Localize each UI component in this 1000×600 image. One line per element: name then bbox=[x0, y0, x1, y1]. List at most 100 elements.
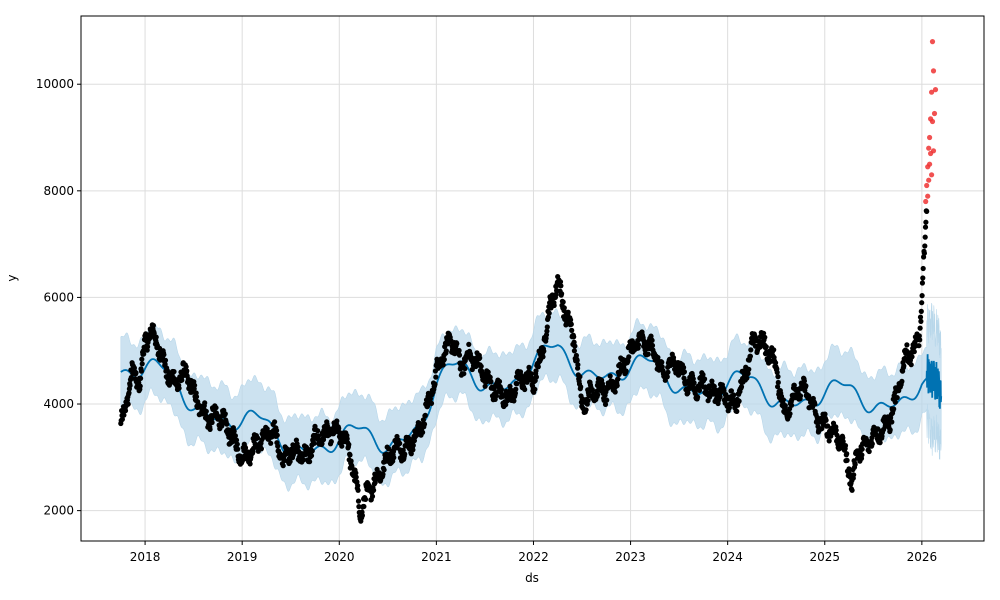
observed-point bbox=[922, 224, 929, 230]
observed-point bbox=[309, 448, 315, 454]
observed-point bbox=[528, 371, 534, 377]
observed-point bbox=[274, 427, 280, 434]
observed-point bbox=[362, 496, 369, 502]
y-tick-label: 8000 bbox=[43, 184, 74, 198]
observed-point bbox=[219, 421, 225, 427]
observed-point bbox=[320, 437, 327, 443]
observed-point bbox=[702, 376, 708, 382]
observed-point bbox=[391, 455, 397, 461]
observed-point bbox=[664, 374, 670, 380]
outlier-point bbox=[929, 89, 935, 95]
observed-point bbox=[171, 369, 177, 375]
observed-point bbox=[511, 398, 517, 404]
observed-point bbox=[736, 398, 742, 404]
observed-point bbox=[137, 383, 143, 389]
observed-point bbox=[258, 446, 264, 452]
observed-point bbox=[917, 325, 923, 331]
observed-point bbox=[586, 393, 592, 399]
observed-point bbox=[533, 374, 540, 380]
observed-point bbox=[203, 408, 209, 414]
observed-point bbox=[780, 397, 787, 403]
observed-point bbox=[133, 370, 139, 376]
observed-point bbox=[353, 474, 359, 480]
observed-point bbox=[193, 390, 199, 396]
observed-point bbox=[518, 372, 524, 378]
observed-point bbox=[162, 357, 169, 363]
observed-point bbox=[462, 366, 468, 372]
observed-point bbox=[514, 381, 520, 387]
x-axis-label: ds bbox=[525, 571, 539, 585]
observed-point bbox=[179, 377, 185, 383]
observed-point bbox=[355, 498, 362, 504]
observed-point bbox=[315, 433, 322, 439]
observed-point bbox=[235, 446, 241, 452]
outlier-point bbox=[927, 134, 933, 141]
plot-frame bbox=[80, 15, 985, 542]
observed-point bbox=[844, 451, 850, 457]
observed-point bbox=[361, 503, 367, 510]
observed-point bbox=[908, 362, 914, 368]
observed-point bbox=[859, 446, 865, 452]
observed-point bbox=[264, 426, 270, 432]
observed-point bbox=[161, 352, 167, 358]
observed-point bbox=[775, 374, 781, 380]
observed-point bbox=[232, 433, 238, 439]
observed-point bbox=[427, 396, 433, 402]
observed-point bbox=[901, 363, 907, 369]
observed-point bbox=[274, 432, 280, 438]
observed-point bbox=[846, 466, 852, 472]
observed-point bbox=[222, 411, 228, 417]
observed-point bbox=[153, 334, 159, 340]
observed-point bbox=[544, 328, 550, 334]
observed-point bbox=[649, 337, 655, 343]
observed-point bbox=[578, 384, 584, 390]
observed-point bbox=[635, 342, 642, 348]
x-axis: 2018 2019 2020 2021 2022 2023 2024 2025 2026 bbox=[130, 541, 937, 564]
observed-point bbox=[513, 386, 519, 392]
x-tick-label: 2020 bbox=[324, 550, 355, 564]
observed-point bbox=[659, 359, 665, 365]
observed-point bbox=[541, 348, 547, 354]
observed-point bbox=[731, 392, 737, 398]
observed-point bbox=[410, 447, 416, 453]
observed-point bbox=[833, 427, 839, 433]
observed-point bbox=[381, 467, 387, 473]
observed-point bbox=[568, 317, 574, 323]
observed-point bbox=[553, 291, 559, 297]
observed-point bbox=[141, 351, 147, 357]
observed-point bbox=[410, 442, 416, 448]
observed-point bbox=[482, 383, 488, 389]
observed-point bbox=[126, 390, 132, 396]
observed-point bbox=[583, 407, 589, 413]
observed-point bbox=[522, 386, 528, 393]
outlier-point bbox=[926, 177, 932, 183]
outlier-point bbox=[928, 150, 934, 157]
observed-point bbox=[685, 390, 691, 396]
observed-point bbox=[512, 390, 519, 396]
observed-point bbox=[920, 275, 926, 281]
y-tick-label: 4000 bbox=[43, 397, 74, 411]
observed-point bbox=[545, 314, 552, 320]
observed-point bbox=[546, 310, 552, 316]
observed-point bbox=[774, 369, 780, 375]
observed-point bbox=[121, 412, 127, 418]
observed-point bbox=[665, 369, 671, 375]
observed-point bbox=[183, 364, 189, 370]
observed-point bbox=[328, 439, 334, 445]
outlier-points-layer bbox=[923, 39, 939, 205]
observed-point bbox=[921, 250, 928, 256]
observed-point bbox=[268, 440, 274, 446]
outlier-point bbox=[932, 87, 939, 93]
observed-point bbox=[300, 457, 306, 463]
observed-point bbox=[695, 394, 701, 400]
observed-point bbox=[551, 302, 557, 309]
observed-point bbox=[503, 402, 509, 408]
observed-point bbox=[209, 419, 215, 426]
observed-point bbox=[649, 342, 656, 349]
observed-point bbox=[128, 374, 134, 381]
observed-point bbox=[801, 378, 808, 384]
observed-point bbox=[892, 399, 898, 405]
observed-point bbox=[904, 342, 910, 348]
observed-point bbox=[844, 457, 850, 463]
